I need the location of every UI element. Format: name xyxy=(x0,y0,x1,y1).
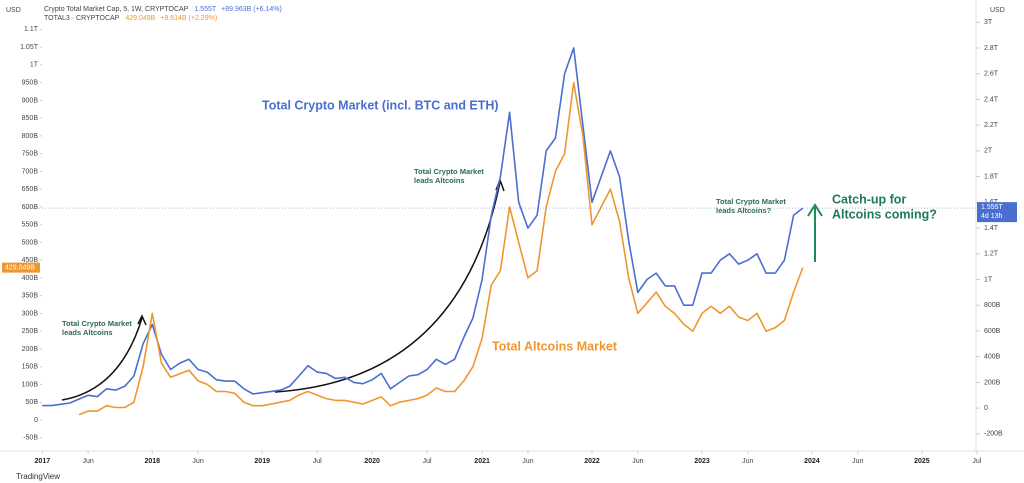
x-tick-label: 2018 xyxy=(144,458,160,465)
y-tick-label: 1.05T xyxy=(20,44,39,51)
y-tick-label: 250B xyxy=(22,328,39,335)
y-tick-label: 450B xyxy=(22,257,39,264)
annotation: Total Crypto Market (incl. BTC and ETH) xyxy=(262,98,499,112)
y2-tick-label: 1.8T xyxy=(984,173,999,180)
y-tick-label: 400B xyxy=(22,275,39,282)
y-tick-label: 100B xyxy=(22,381,39,388)
y-tick-label: 1T xyxy=(30,62,39,69)
arrow xyxy=(61,317,143,401)
price-tag-countdown: 4d 13h xyxy=(981,213,1003,220)
x-tick-label: 2022 xyxy=(584,458,600,465)
price-tag xyxy=(977,202,1017,223)
footer-logo: TradingView xyxy=(16,472,60,481)
y2-tick-label: 2.2T xyxy=(984,122,999,129)
x-tick-label: Jun xyxy=(522,458,533,465)
x-tick-label: 2020 xyxy=(364,458,380,465)
y-tick-label: 1.1T xyxy=(24,26,39,33)
legend-value: 429.049B xyxy=(125,15,155,22)
currency-left: USD xyxy=(6,7,21,14)
y2-tick-label: 2.8T xyxy=(984,45,999,52)
series-line xyxy=(42,47,804,407)
y-tick-label: 0 xyxy=(34,417,38,424)
x-tick-label: 2023 xyxy=(694,458,710,465)
y2-tick-label: -200B xyxy=(984,431,1003,438)
legend-change: +89.963B (+6.14%) xyxy=(221,6,282,13)
y-tick-label: 950B xyxy=(22,79,39,86)
x-tick-label: 2017 xyxy=(35,458,51,465)
y2-tick-label: 3T xyxy=(984,19,993,26)
annotation: Total Altcoins Market xyxy=(492,339,618,353)
y2-tick-label: 200B xyxy=(984,379,1001,386)
y-tick-label: 50B xyxy=(26,399,39,406)
y-tick-label: 650B xyxy=(22,186,39,193)
legend-name: TOTAL3 · CRYPTOCAP xyxy=(44,15,120,22)
y-tick-label: 300B xyxy=(22,310,39,317)
y-tick-label: 750B xyxy=(22,151,39,158)
price-tag-label: 1.555T xyxy=(981,204,1004,211)
y-tick-label: -50B xyxy=(23,435,38,442)
annotation: leads Altcoins xyxy=(62,328,113,337)
arrowhead xyxy=(807,203,823,217)
annotation: Total Crypto Market xyxy=(62,319,132,328)
x-tick-label: 2021 xyxy=(474,458,490,465)
legend-value: 1.555T xyxy=(194,6,217,13)
series-line xyxy=(78,81,804,416)
y2-tick-label: 2.6T xyxy=(984,71,999,78)
y-tick-label: 500B xyxy=(22,239,39,246)
annotation: Catch-up for xyxy=(832,192,906,206)
annotation: leads Altcoins xyxy=(414,176,465,185)
y2-tick-label: 2T xyxy=(984,148,993,155)
y-tick-label: 700B xyxy=(22,168,39,175)
y-tick-label: 200B xyxy=(22,346,39,353)
x-tick-label: Jul xyxy=(313,458,322,465)
y2-tick-label: 0 xyxy=(984,405,988,412)
x-tick-label: Jun xyxy=(852,458,863,465)
annotation: Total Crypto Market xyxy=(716,197,786,206)
y2-tick-label: 1T xyxy=(984,276,993,283)
x-tick-label: 2024 xyxy=(804,458,820,465)
y2-tick-label: 400B xyxy=(984,354,1001,361)
x-tick-label: Jun xyxy=(632,458,643,465)
x-tick-label: 2019 xyxy=(254,458,270,465)
arrowhead xyxy=(137,314,147,326)
y2-tick-label: 2.4T xyxy=(984,96,999,103)
legend-name: Crypto Total Market Cap, 5, 1W, CRYPTOCA… xyxy=(44,6,189,13)
currency-right: USD xyxy=(990,7,1005,14)
price-tag xyxy=(2,262,40,273)
annotation: leads Altcoins? xyxy=(716,206,772,215)
x-tick-label: Jul xyxy=(972,458,981,465)
annotation: Altcoins coming? xyxy=(832,207,937,221)
x-tick-label: Jun xyxy=(192,458,203,465)
y-tick-label: 150B xyxy=(22,364,39,371)
y2-tick-label: 600B xyxy=(984,328,1001,335)
y-tick-label: 900B xyxy=(22,97,39,104)
legend-change: +9.614B (+2.29%) xyxy=(160,15,217,22)
annotation: Total Crypto Market xyxy=(414,167,484,176)
y-tick-label: 850B xyxy=(22,115,39,122)
y2-tick-label: 1.2T xyxy=(984,251,999,258)
y-tick-label: 600B xyxy=(22,204,39,211)
y-tick-label: 550B xyxy=(22,222,39,229)
y2-tick-label: 800B xyxy=(984,302,1001,309)
x-tick-label: Jun xyxy=(82,458,93,465)
x-tick-label: Jul xyxy=(423,458,432,465)
y2-tick-label: 1.4T xyxy=(984,225,999,232)
y-tick-label: 350B xyxy=(22,293,39,300)
arrow xyxy=(274,181,501,393)
x-tick-label: Jun xyxy=(742,458,753,465)
x-tick-label: 2025 xyxy=(914,458,930,465)
price-tag-label: 429.049B xyxy=(5,264,35,271)
y-tick-label: 800B xyxy=(22,133,39,140)
